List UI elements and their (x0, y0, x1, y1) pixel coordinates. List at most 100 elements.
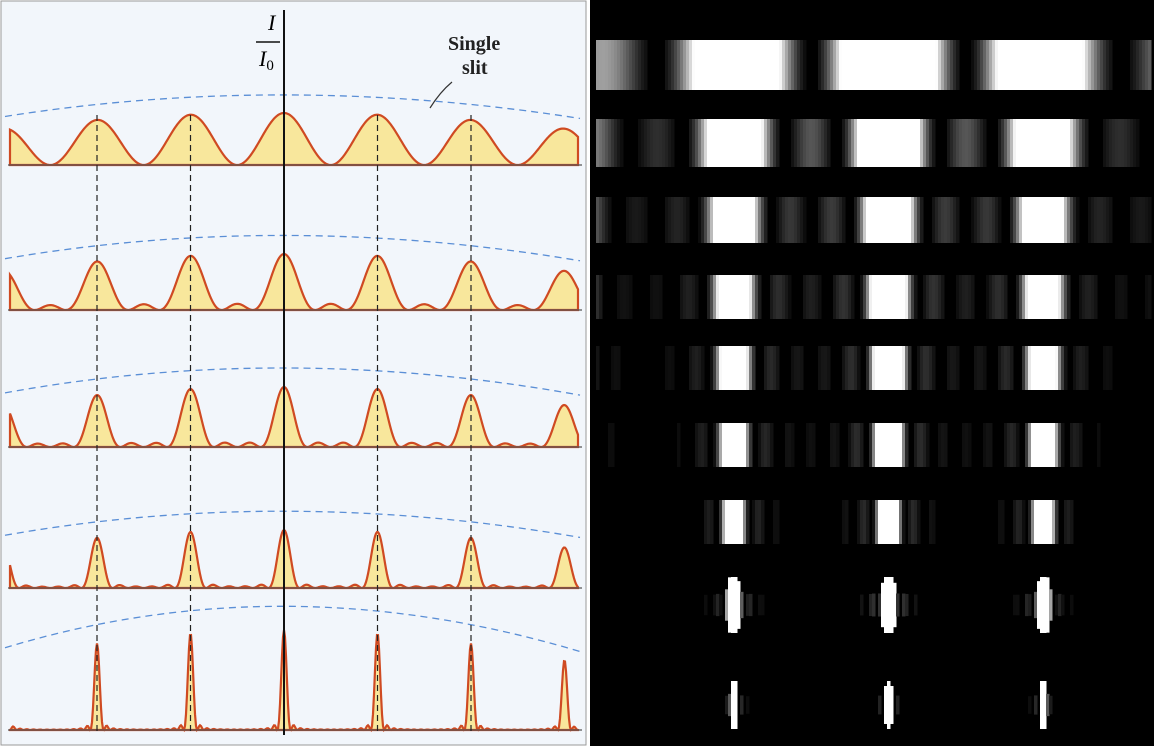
fringe (1043, 40, 1047, 90)
fringe (908, 119, 912, 167)
fringe (1121, 119, 1125, 167)
fringe (986, 423, 990, 467)
fringe (755, 197, 759, 243)
fringe (719, 40, 723, 90)
fringe (740, 500, 744, 544)
fringe (1055, 119, 1059, 167)
fringe (797, 40, 801, 90)
fringe (737, 197, 741, 243)
fringe (893, 346, 897, 390)
fringe (974, 119, 978, 167)
fringe (863, 275, 867, 319)
fringe (695, 119, 699, 167)
fringe (740, 346, 744, 390)
fringe (986, 197, 990, 243)
fringe (1046, 119, 1050, 167)
fringe (629, 275, 633, 319)
fringe (686, 197, 690, 243)
fringe (983, 119, 987, 167)
fringe (653, 119, 657, 167)
fringe (881, 275, 885, 319)
fringe (1022, 40, 1026, 90)
fringe (794, 40, 798, 90)
fringe (905, 197, 909, 243)
fringe (746, 594, 750, 616)
fringe (698, 40, 702, 90)
fringe (719, 275, 723, 319)
fringe (674, 40, 678, 90)
fringe (1106, 197, 1110, 243)
fringe (677, 197, 681, 243)
fringe (710, 275, 714, 319)
fringe (929, 275, 933, 319)
fringe (1079, 275, 1083, 319)
fringe (902, 275, 906, 319)
fringe (701, 346, 705, 390)
fringe (785, 40, 789, 90)
fringe (854, 423, 858, 467)
fringe (713, 346, 717, 390)
fringe (1082, 275, 1086, 319)
fringe (902, 119, 906, 167)
fringe (719, 197, 723, 243)
fringe (851, 119, 855, 167)
fringe (818, 119, 822, 167)
page: I I0 Single slit (() => { const data = J… (0, 0, 1154, 746)
fringe (890, 346, 894, 390)
fringe (1058, 119, 1062, 167)
fringe (917, 423, 921, 467)
fringe (1046, 40, 1050, 90)
fringe (842, 119, 846, 167)
fringe (1073, 423, 1077, 467)
fringe (884, 40, 888, 90)
fringe (713, 197, 717, 243)
fringe (1061, 423, 1065, 467)
fringe (923, 423, 927, 467)
fringe (725, 423, 729, 467)
fringe (911, 197, 915, 243)
fringe (1016, 275, 1020, 319)
fringe (1028, 346, 1032, 390)
fringe (980, 119, 984, 167)
fringe (848, 40, 852, 90)
fringe (770, 423, 774, 467)
fringe (983, 197, 987, 243)
fringe (1016, 500, 1020, 544)
fringe (830, 197, 834, 243)
fringe (857, 500, 861, 544)
fringe (956, 346, 960, 390)
fringe (950, 346, 954, 390)
fringe (1025, 275, 1029, 319)
fringe (773, 500, 777, 544)
fringe (848, 423, 852, 467)
fringe (830, 423, 834, 467)
fringe (1037, 275, 1041, 319)
fringe (1046, 500, 1050, 544)
fringe (737, 423, 741, 467)
fringe (773, 119, 777, 167)
fringe (953, 40, 957, 90)
fringe (959, 119, 963, 167)
fringe (827, 197, 831, 243)
fringe (998, 119, 1002, 167)
fringe (866, 346, 870, 390)
fringe (608, 423, 612, 467)
fringe (905, 423, 909, 467)
fringe (935, 197, 939, 243)
fringe (920, 40, 924, 90)
fringe (842, 275, 846, 319)
fringe (1100, 197, 1104, 243)
fringe (884, 500, 888, 544)
fringe (1115, 275, 1119, 319)
fringe (689, 346, 693, 390)
fringe (1055, 275, 1059, 319)
fringe (614, 119, 618, 167)
fringe (1094, 40, 1098, 90)
fringe (1076, 346, 1080, 390)
fringe (668, 40, 672, 90)
fringe (1031, 275, 1035, 319)
fringe (1058, 275, 1062, 319)
fringe (893, 40, 897, 90)
fringe (878, 696, 882, 715)
fringe (617, 275, 621, 319)
